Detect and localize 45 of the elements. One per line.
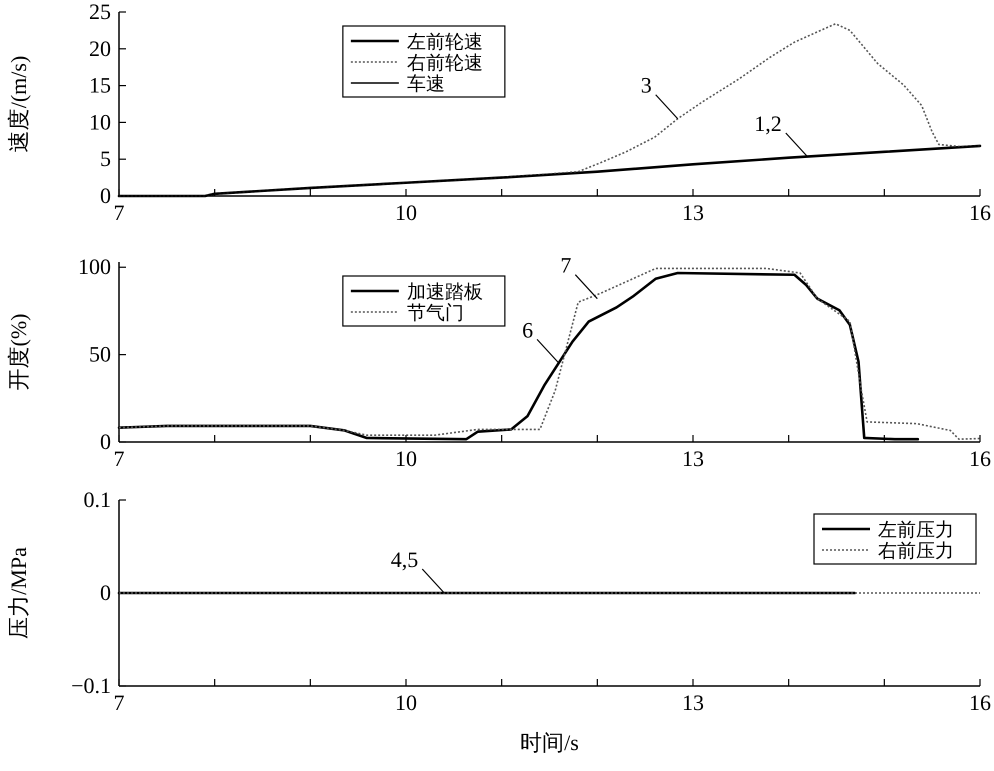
annotation: 6: [522, 317, 534, 342]
legend-label: 左前压力: [878, 520, 954, 541]
y-axis-title: 压力/MPa: [6, 546, 31, 639]
annotation: 4,5: [390, 547, 445, 594]
x-tick-label: 16: [969, 690, 991, 715]
y-tick-label: 20: [89, 36, 111, 61]
y-tick-label: 15: [89, 72, 111, 98]
y-tick-label: 5: [100, 146, 111, 172]
y-tick-label: −0.1: [71, 673, 111, 698]
x-axis-title: 时间/s: [520, 730, 579, 755]
annotation: 1,2: [754, 111, 808, 158]
y-tick-label: 50: [89, 342, 111, 367]
x-tick-label: 13: [682, 446, 704, 471]
annotation: 4,5: [390, 547, 418, 572]
x-tick-label: 13: [682, 200, 704, 225]
x-tick-label: 16: [969, 200, 991, 225]
annotation: 3: [640, 72, 652, 98]
x-tick-label: 10: [395, 446, 417, 471]
x-tick-label: 10: [395, 690, 417, 715]
annotation: 7: [560, 252, 572, 278]
y-tick-label: 0: [100, 183, 111, 208]
legend-label: 节气门: [406, 302, 464, 324]
y-axis-title: 开度(%): [6, 314, 31, 390]
x-tick-label: 13: [682, 690, 704, 715]
x-tick-label: 7: [114, 690, 124, 715]
y-tick-label: 0: [100, 429, 111, 454]
y-axis-title: 速度/(m/s): [6, 56, 31, 152]
y-tick-label: 25: [89, 0, 111, 24]
y-tick-label: 0: [100, 580, 111, 605]
legend-label: 加速踏板: [406, 282, 483, 303]
annotation: 7: [560, 252, 598, 300]
legend-label: 右前轮速: [406, 53, 483, 74]
annotation: 3: [640, 72, 678, 120]
annotation: 1,2: [754, 110, 782, 136]
x-tick-label: 7: [114, 446, 124, 471]
legend-label: 左前轮速: [406, 32, 483, 53]
y-tick-label: 10: [89, 109, 111, 134]
x-tick-label: 16: [969, 446, 991, 471]
legend-label: 车速: [406, 74, 445, 95]
x-tick-label: 10: [395, 200, 417, 225]
y-tick-label: 100: [78, 254, 111, 280]
legend-label: 右前压力: [878, 541, 954, 562]
x-tick-label: 7: [114, 200, 124, 225]
annotation: 6: [522, 317, 560, 364]
y-tick-label: 0.1: [84, 487, 111, 512]
